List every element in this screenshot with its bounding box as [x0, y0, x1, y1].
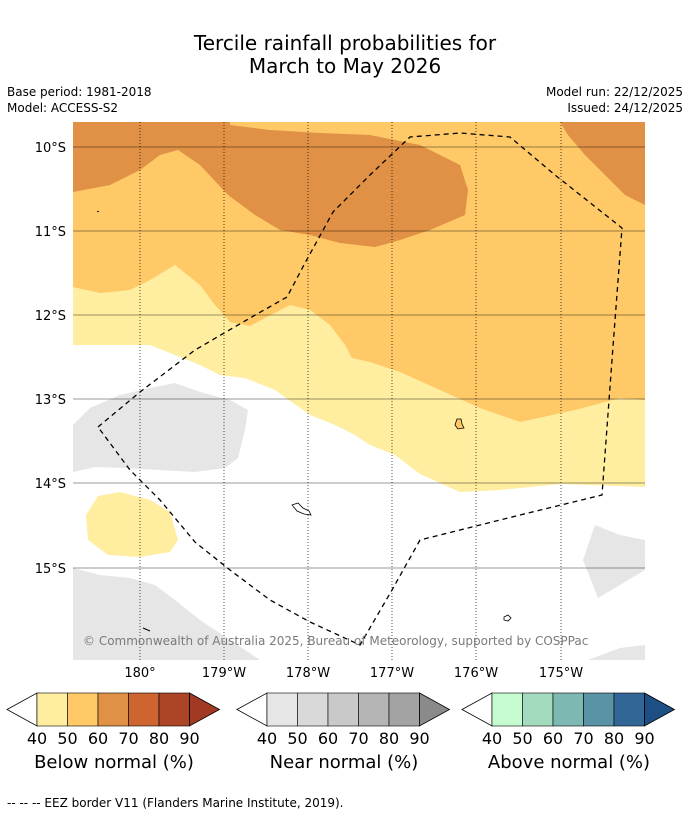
colorbar-above-bin-50: [522, 692, 554, 727]
lon-label-177w: 177°W: [370, 666, 414, 681]
colorbar-near-tick: 80: [379, 729, 399, 748]
near-40-patch-southeast: [588, 645, 645, 660]
title-line-1: Tercile rainfall probabilities for: [193, 31, 497, 55]
colorbar-near-bin-50: [297, 692, 329, 727]
model-name: Model: ACCESS-S2: [7, 101, 119, 115]
model-run: Model run: 22/12/2025: [545, 85, 683, 99]
island-east: [454, 418, 465, 430]
colorbar-above-over-arrow: [644, 692, 676, 727]
lon-label-175w: 175°W: [539, 666, 583, 681]
copyright-text: © Commonwealth of Australia 2025, Bureau…: [83, 634, 588, 648]
colorbar-near-bin-80: [388, 692, 420, 727]
colorbar-near-label: Near normal (%): [269, 752, 419, 773]
colorbar-above-under-arrow: [461, 692, 493, 727]
colorbar-above-bin-80: [613, 692, 645, 727]
lon-label-180: 180°: [124, 666, 155, 681]
near-40-patch-south: [73, 568, 260, 660]
colorbar-below-tick: 50: [57, 729, 77, 748]
colorbar-below-label: Below normal (%): [34, 752, 194, 773]
colorbar-near-bin-70: [358, 692, 390, 727]
below-60-region-east: [560, 122, 645, 205]
colorbars: 40 50 60 70 80 90 40 50 60 70 80 90 40 50 60 70 80 90: [6, 692, 676, 748]
colorbar-below-tick: 40: [27, 729, 47, 748]
colorbar-near-tick: 70: [348, 729, 368, 748]
colorbar-below-under-arrow: [6, 692, 38, 727]
near-40-patch-east: [583, 525, 645, 598]
colorbar-above-tick: 50: [512, 729, 532, 748]
colorbar-near-bin-40: [266, 692, 298, 727]
colorbar-above: 40 50 60 70 80 90: [461, 692, 676, 748]
below-60-region-north: [73, 122, 468, 247]
lat-label-14s: 14°S: [35, 477, 66, 492]
colorbar-below-bin-70: [128, 692, 160, 727]
colorbar-near-bin-60: [327, 692, 359, 727]
lat-label-13s: 13°S: [35, 393, 66, 408]
colorbar-near-tick: 50: [287, 729, 307, 748]
colorbar-near-tick: 90: [409, 729, 429, 748]
island-south-east: [503, 614, 512, 622]
colorbar-below-tick: 60: [88, 729, 108, 748]
colorbar-below-tick: 80: [149, 729, 169, 748]
lon-label-176w: 176°W: [454, 666, 498, 681]
colorbar-near-under-arrow: [236, 692, 268, 727]
below-40-blob: [86, 492, 178, 557]
colorbar-near: 40 50 60 70 80 90: [236, 692, 451, 748]
colorbar-below-bin-60: [97, 692, 129, 727]
colorbar-below-bin-80: [158, 692, 190, 727]
lat-label-10s: 10°S: [35, 141, 66, 156]
colorbar-below: 40 50 60 70 80 90: [6, 692, 221, 748]
colorbar-above-bin-70: [583, 692, 615, 727]
colorbar-above-tick: 70: [573, 729, 593, 748]
title-line-2: March to May 2026: [248, 54, 442, 78]
island-central: [291, 502, 312, 516]
colorbar-above-tick: 90: [634, 729, 654, 748]
footnote: -- -- -- EEZ border V11 (Flanders Marine…: [7, 796, 344, 810]
colorbar-below-bin-40: [36, 692, 68, 727]
lon-label-178w: 178°W: [286, 666, 330, 681]
colorbar-near-tick: 60: [318, 729, 338, 748]
colorbar-above-bin-40: [491, 692, 523, 727]
lat-label-11s: 11°S: [35, 225, 66, 240]
base-period: Base period: 1981-2018: [7, 85, 152, 99]
colorbar-above-tick: 80: [604, 729, 624, 748]
colorbar-near-tick: 40: [257, 729, 277, 748]
island-south-west: [142, 627, 151, 632]
lon-label-179w: 179°W: [202, 666, 246, 681]
colorbar-above-label: Above normal (%): [487, 752, 651, 773]
eez-border: [97, 132, 623, 646]
lat-label-12s: 12°S: [35, 309, 66, 324]
island-small-north: [96, 210, 100, 213]
colorbar-above-tick: 40: [482, 729, 502, 748]
near-40-patch-west: [73, 383, 248, 472]
below-50-region: [73, 122, 645, 422]
colorbar-below-bin-50: [67, 692, 99, 727]
colorbar-above-tick: 60: [543, 729, 563, 748]
colorbar-above-bin-60: [552, 692, 584, 727]
colorbar-below-over-arrow: [189, 692, 221, 727]
colorbar-near-over-arrow: [419, 692, 451, 727]
map-area: [73, 122, 645, 660]
issued-date: Issued: 24/12/2025: [567, 101, 683, 115]
colorbar-below-tick: 70: [118, 729, 138, 748]
colorbar-below-tick: 90: [179, 729, 199, 748]
lat-label-15s: 15°S: [35, 562, 66, 577]
graticule: [73, 146, 645, 569]
